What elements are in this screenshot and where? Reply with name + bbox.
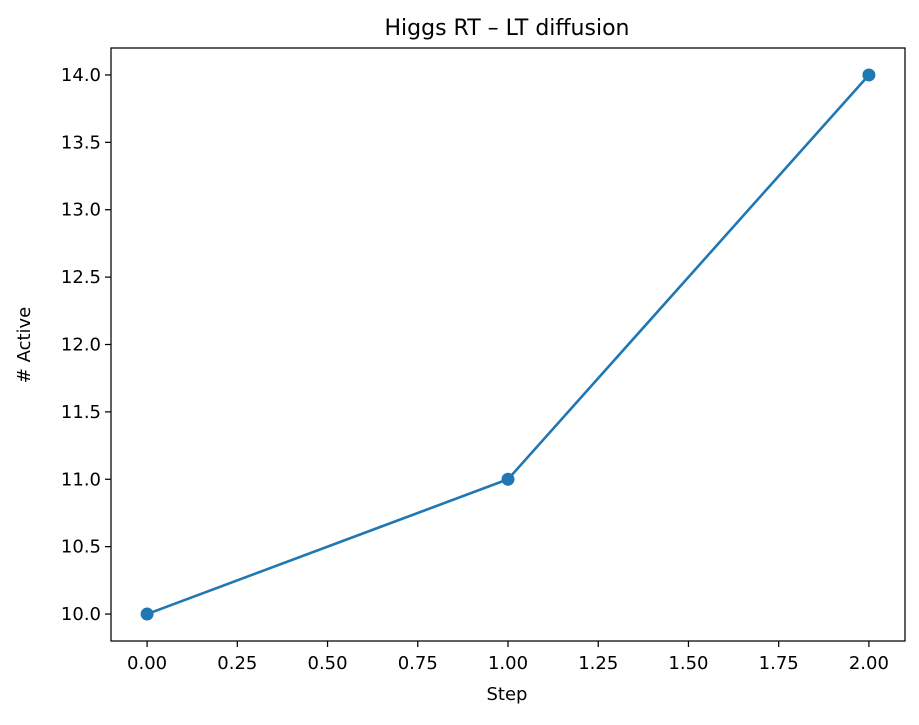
y-tick-label: 11.0 bbox=[61, 469, 101, 490]
x-tick-label: 1.75 bbox=[759, 653, 799, 674]
plot-area bbox=[110, 47, 906, 642]
y-tick-label: 11.5 bbox=[61, 402, 101, 423]
data-point bbox=[140, 607, 154, 621]
series-line bbox=[146, 74, 870, 616]
data-point bbox=[501, 472, 515, 486]
chart-title: Higgs RT – LT diffusion bbox=[385, 16, 630, 41]
y-tick-label: 13.0 bbox=[61, 200, 101, 221]
x-tick-label: 0.00 bbox=[127, 653, 167, 674]
x-tick-label: 1.00 bbox=[488, 653, 528, 674]
plot-frame bbox=[110, 47, 906, 642]
y-tick-label: 13.5 bbox=[61, 132, 101, 153]
data-point bbox=[862, 68, 876, 82]
series-layer bbox=[140, 68, 876, 621]
x-tick-label: 0.75 bbox=[398, 653, 438, 674]
x-tick-label: 0.25 bbox=[217, 653, 257, 674]
y-tick-label: 12.0 bbox=[61, 335, 101, 356]
y-tick-label: 10.5 bbox=[61, 537, 101, 558]
y-tick-label: 10.0 bbox=[61, 604, 101, 625]
axis-ticks: 0.00 0.25 0.50 0.75 1.00 1.25 1.50 1.75 2.00 10.0… bbox=[61, 65, 889, 674]
y-tick-label: 14.0 bbox=[61, 65, 101, 86]
x-axis-label: Step bbox=[487, 684, 528, 705]
x-tick-label: 0.50 bbox=[308, 653, 348, 674]
x-tick-label: 1.50 bbox=[668, 653, 708, 674]
y-axis-label: # Active bbox=[14, 307, 35, 383]
x-tick-label: 2.00 bbox=[849, 653, 889, 674]
x-tick-label: 1.25 bbox=[578, 653, 618, 674]
y-tick-label: 12.5 bbox=[61, 267, 101, 288]
